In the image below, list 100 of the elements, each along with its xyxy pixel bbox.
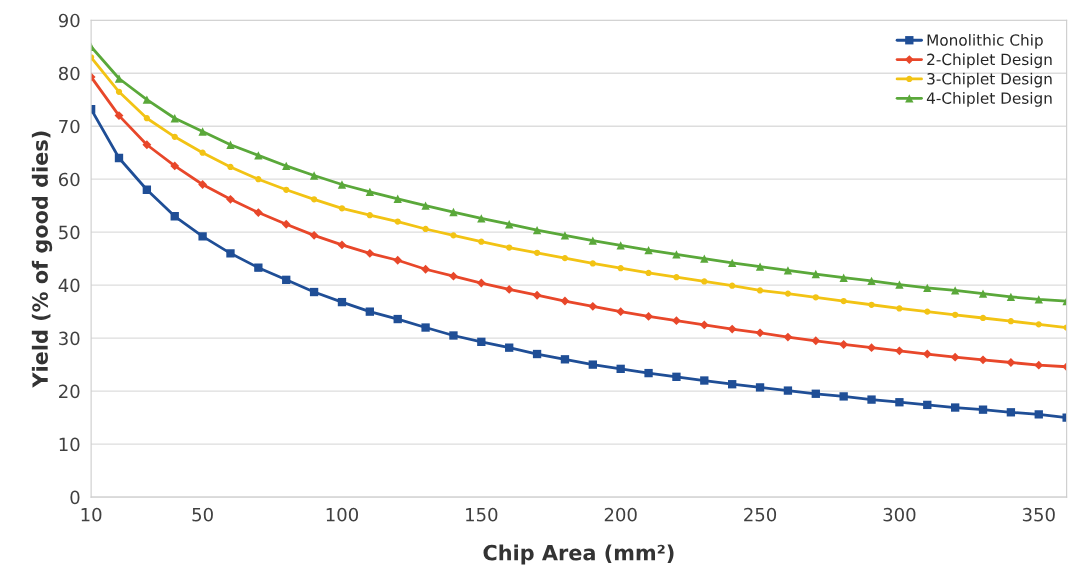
point: [895, 398, 904, 407]
point: [506, 244, 513, 251]
point: [142, 185, 152, 194]
y-tick-label: 60: [58, 172, 80, 187]
point: [560, 296, 570, 306]
y-tick-label: 90: [58, 13, 80, 28]
point: [254, 151, 263, 160]
point: [309, 287, 319, 297]
point: [393, 314, 402, 324]
point: [616, 307, 626, 317]
point: [171, 133, 178, 140]
point: [449, 331, 458, 340]
point: [699, 320, 709, 330]
point: [645, 269, 652, 277]
y-tick-label: 0: [70, 490, 80, 505]
point: [700, 254, 709, 263]
legend-label: 4-Chiplet Design: [926, 92, 1052, 107]
point: [449, 207, 458, 217]
point: [560, 355, 570, 364]
legend-label: Monolithic Chip: [927, 33, 1043, 49]
point: [979, 314, 987, 322]
point: [199, 149, 206, 156]
point: [114, 153, 124, 163]
point: [338, 205, 346, 212]
point: [728, 380, 737, 389]
point: [283, 186, 290, 193]
legend-label: 3-Chiplet Design: [927, 72, 1052, 88]
point: [393, 194, 402, 203]
point: [672, 372, 681, 381]
point: [839, 340, 849, 349]
point: [783, 266, 793, 275]
point: [226, 140, 235, 149]
point: [421, 323, 430, 332]
point: [896, 305, 903, 312]
point: [950, 286, 960, 295]
point: [170, 161, 180, 171]
point: [422, 225, 429, 233]
point: [226, 249, 235, 258]
point: [1007, 318, 1015, 325]
point: [226, 194, 235, 204]
point: [198, 180, 208, 189]
point: [755, 383, 765, 392]
point: [254, 263, 263, 272]
point: [812, 294, 819, 301]
x-tick-label: 50: [192, 507, 213, 522]
point: [142, 95, 152, 104]
legend-label: 2-Chiplet Design: [927, 53, 1052, 69]
point: [1006, 292, 1016, 301]
point: [478, 238, 485, 245]
point: [114, 111, 124, 121]
point: [867, 276, 876, 286]
point: [1034, 410, 1043, 419]
point: [505, 343, 514, 352]
point: [672, 250, 681, 259]
point: [1035, 321, 1042, 328]
point: [1034, 295, 1043, 304]
x-axis-title: Chip Area (mm²): [483, 544, 674, 565]
point: [588, 360, 597, 369]
point: [728, 258, 737, 268]
point: [755, 328, 765, 338]
point: [616, 241, 625, 250]
point: [115, 88, 123, 95]
y-tick-label: 40: [58, 278, 80, 293]
point: [839, 273, 848, 282]
point: [783, 332, 793, 342]
point: [450, 232, 457, 239]
point: [421, 201, 430, 210]
point: [895, 280, 904, 289]
point: [867, 395, 876, 404]
point: [309, 171, 319, 180]
point: [198, 127, 207, 136]
point: [839, 392, 848, 401]
point: [924, 308, 931, 315]
y-tick-label: 30: [59, 331, 80, 346]
point: [505, 220, 514, 229]
point: [532, 290, 542, 300]
point: [950, 352, 960, 362]
point: [227, 163, 234, 171]
point: [365, 187, 375, 197]
point: [532, 349, 542, 359]
point: [532, 225, 542, 235]
point: [644, 246, 653, 255]
point: [142, 140, 152, 150]
point: [253, 208, 263, 217]
point: [365, 307, 375, 316]
point: [701, 278, 708, 285]
point: [868, 301, 875, 308]
point: [952, 311, 959, 318]
point: [588, 236, 597, 245]
point: [476, 278, 486, 288]
x-tick-label: 150: [466, 507, 498, 522]
point: [784, 290, 792, 297]
point: [978, 355, 988, 365]
y-tick-label: 50: [59, 225, 80, 240]
point: [978, 405, 988, 414]
point: [644, 368, 653, 378]
point: [616, 364, 625, 374]
x-tick-label: 200: [604, 507, 637, 522]
x-tick-label: 350: [1022, 507, 1055, 522]
x-tick-label: 10: [81, 507, 102, 522]
